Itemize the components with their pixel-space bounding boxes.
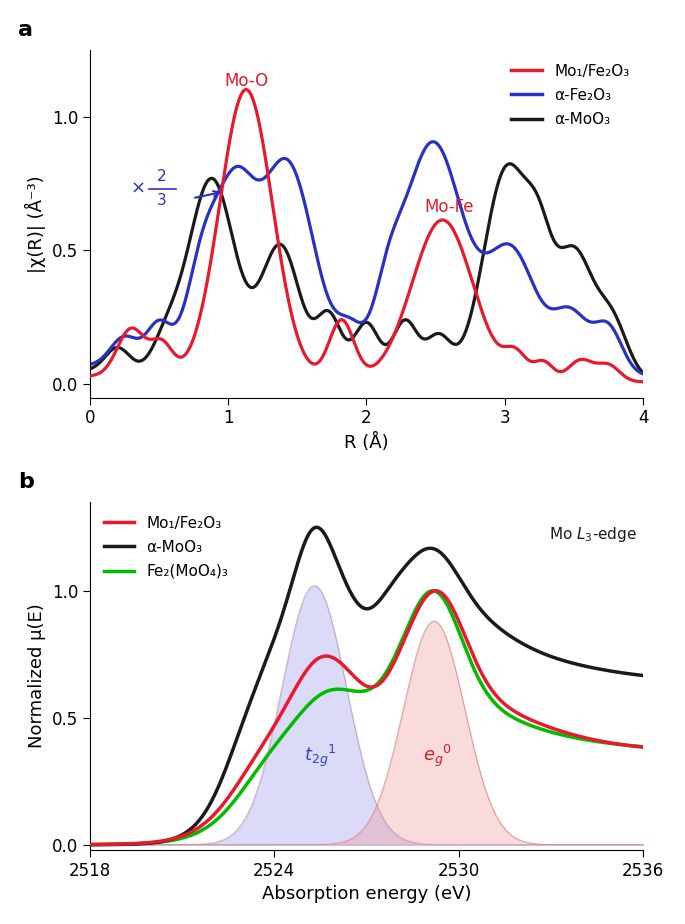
Text: Mo $L_3$-edge: Mo $L_3$-edge <box>549 526 637 544</box>
Text: $e_g$$^0$: $e_g$$^0$ <box>423 743 451 769</box>
Text: 2: 2 <box>157 169 166 185</box>
X-axis label: R (Å): R (Å) <box>344 433 389 452</box>
Text: $t_{2g}$$^1$: $t_{2g}$$^1$ <box>304 743 336 769</box>
X-axis label: Absorption energy (eV): Absorption energy (eV) <box>262 885 471 903</box>
Legend: Mo₁/Fe₂O₃, α-MoO₃, Fe₂(MoO₄)₃: Mo₁/Fe₂O₃, α-MoO₃, Fe₂(MoO₄)₃ <box>97 509 234 585</box>
Text: a: a <box>18 19 33 40</box>
Text: Mo-O: Mo-O <box>224 72 269 90</box>
Y-axis label: |χ(R)| (Å⁻³): |χ(R)| (Å⁻³) <box>25 175 46 273</box>
Text: b: b <box>18 472 34 492</box>
Text: Mo-Fe: Mo-Fe <box>425 198 474 215</box>
Legend: Mo₁/Fe₂O₃, α-Fe₂O₃, α-MoO₃: Mo₁/Fe₂O₃, α-Fe₂O₃, α-MoO₃ <box>505 57 636 133</box>
Y-axis label: Normalized μ(E): Normalized μ(E) <box>28 603 46 748</box>
Text: $\times$: $\times$ <box>129 178 144 197</box>
Text: 3: 3 <box>157 193 166 209</box>
